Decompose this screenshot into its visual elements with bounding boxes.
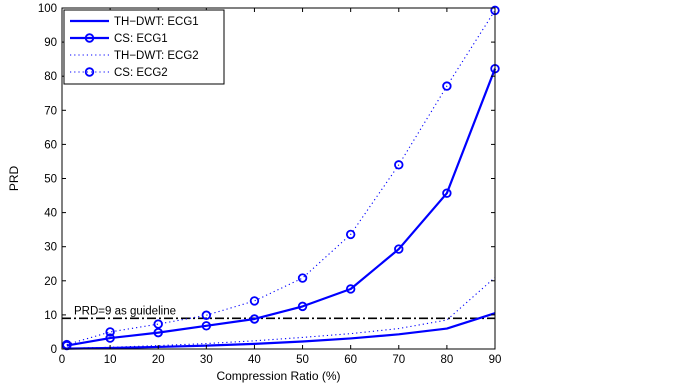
x-tick-label: 60 (344, 354, 357, 366)
data-point-3-7 (394, 160, 404, 170)
x-axis-title: Compression Ratio (%) (216, 369, 340, 383)
legend-box (63, 9, 225, 85)
y-tick-label: 40 (44, 208, 57, 220)
data-point-3-4 (249, 296, 260, 306)
x-tick-label: 40 (248, 354, 261, 366)
data-point-1-1 (105, 333, 115, 343)
y-tick-label: 90 (44, 37, 57, 49)
series-layer (62, 5, 500, 351)
reference-line-layer: PRD=9 as guideline (62, 305, 495, 320)
data-point-3-3 (201, 310, 212, 320)
legend-entry-2: TH−DWT: ECG2 (114, 50, 199, 62)
series-line-2 (66, 276, 496, 349)
y-tick-label: 0 (51, 344, 57, 356)
series-line-0 (66, 312, 496, 350)
x-tick-label: 0 (59, 354, 65, 366)
legend-entry-3: CS: ECG2 (114, 67, 168, 79)
x-tick-label: 30 (200, 354, 213, 366)
axes-layer: 0 10 20 30 40 50 60 70 80 90 0 10 20 30 40 50 60 70 80 90 10… (7, 3, 501, 383)
x-tick-label: 80 (440, 354, 453, 366)
series-0 (66, 312, 496, 350)
legend-entry-0: TH−DWT: ECG1 (114, 16, 199, 28)
data-point-3-2 (153, 319, 163, 329)
y-tick-label: 100 (38, 3, 57, 15)
data-point-3-5 (297, 273, 308, 283)
legend-entry-1: CS: ECG1 (114, 33, 168, 45)
data-point-1-8 (442, 188, 452, 198)
series-2 (66, 276, 496, 349)
data-point-1-6 (345, 284, 356, 294)
data-point-3-6 (345, 229, 356, 240)
series-3 (62, 5, 500, 350)
x-tick-label: 90 (489, 354, 502, 366)
x-tick-label: 70 (392, 354, 405, 366)
y-tick-label: 60 (44, 139, 57, 151)
y-tick-label: 20 (44, 276, 57, 288)
data-point-3-1 (105, 327, 115, 337)
legend-marker-3 (84, 67, 95, 77)
y-tick-label: 80 (44, 71, 57, 83)
x-tick-label: 10 (104, 354, 117, 366)
data-point-1-3 (201, 321, 212, 331)
y-tick-label: 10 (44, 310, 57, 322)
y-axis-title: PRD (7, 166, 21, 192)
data-point-1-5 (297, 301, 308, 312)
series-1 (62, 63, 500, 351)
data-point-1-2 (153, 327, 163, 338)
legend: TH−DWT: ECG1 CS: ECG1 TH−DWT: ECG2 CS: ECG2 (63, 9, 225, 85)
x-tick-label: 50 (296, 354, 309, 366)
data-point-3-0 (62, 339, 72, 350)
x-tick-label: 20 (152, 354, 165, 366)
data-point-3-8 (442, 81, 452, 91)
y-tick-label: 50 (44, 174, 57, 186)
series-line-3 (66, 10, 496, 346)
data-point-1-7 (394, 244, 404, 254)
y-tick-label: 70 (44, 105, 57, 117)
data-point-1-4 (249, 314, 260, 324)
reference-line-label: PRD=9 as guideline (74, 305, 176, 317)
series-line-1 (66, 68, 497, 347)
y-tick-label: 30 (44, 242, 57, 254)
legend-marker-1 (84, 33, 95, 43)
